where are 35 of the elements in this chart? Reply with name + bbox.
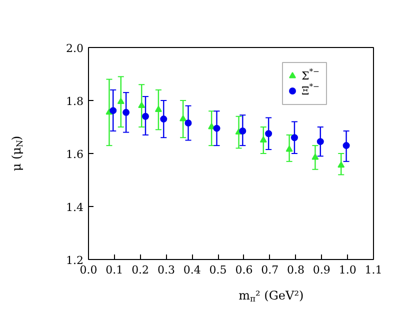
point (290, 134, 298, 142)
point (160, 116, 168, 123)
point (316, 138, 324, 146)
x-tick-label: 1.0 (338, 264, 356, 276)
x-tick-label: 0.4 (183, 264, 201, 276)
x-tick-label: 0.7 (261, 264, 279, 276)
point (312, 154, 319, 160)
x-tick-label: 1.1 (364, 264, 382, 276)
point (239, 127, 246, 134)
y-tick-label: 1.4 (66, 201, 84, 214)
point (138, 102, 146, 108)
y-tick-label: 1.6 (66, 148, 84, 161)
point (142, 112, 149, 120)
x-tick-label: 0.2 (132, 264, 150, 276)
point (342, 142, 350, 150)
x-tick-label: 0.8 (287, 264, 305, 276)
point (110, 107, 117, 114)
y-axis-title: μ (μN) (10, 136, 24, 172)
y-tick-label: 1.8 (66, 95, 84, 108)
point (117, 98, 124, 104)
point (338, 161, 345, 168)
point (122, 108, 130, 116)
point (265, 130, 272, 138)
point (260, 136, 267, 142)
x-tick-label: 0.6 (235, 264, 253, 276)
point (154, 106, 162, 112)
y-tick-label: 2.0 (66, 42, 84, 55)
x-tick-label: 0.1 (106, 264, 124, 276)
x-tick-label: 0.3 (157, 264, 175, 276)
point (180, 115, 187, 122)
point (213, 124, 220, 132)
point (286, 146, 293, 152)
x-tick-label: 0.5 (209, 264, 227, 276)
x-tick-label: 0.9 (312, 264, 330, 276)
point (184, 120, 192, 127)
